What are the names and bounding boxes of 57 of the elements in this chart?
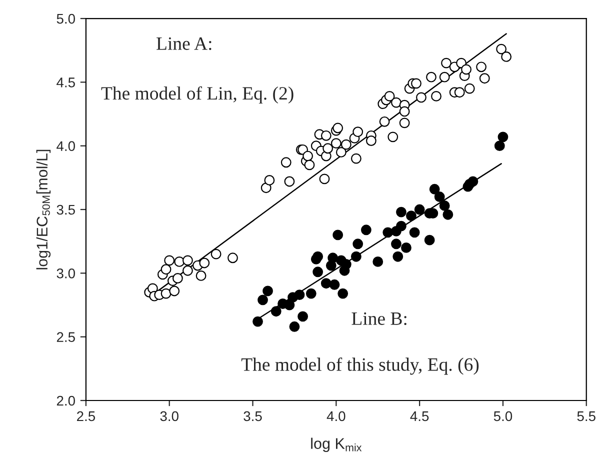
point xyxy=(332,230,344,240)
point xyxy=(306,288,316,299)
point xyxy=(312,266,324,278)
point xyxy=(289,321,300,332)
point xyxy=(424,234,435,246)
point xyxy=(401,242,412,253)
point xyxy=(392,251,404,262)
point xyxy=(498,132,508,142)
point xyxy=(391,238,402,250)
point xyxy=(294,290,305,300)
x-axis-title: log K$_{mix}$ xyxy=(311,438,362,452)
point xyxy=(352,238,364,250)
point xyxy=(360,224,372,236)
point xyxy=(468,176,478,187)
x-tick-label: 3.5 xyxy=(244,411,262,422)
point xyxy=(258,294,268,306)
point xyxy=(494,140,505,152)
point xyxy=(382,227,394,238)
y-tick-label: 4.0 xyxy=(56,141,75,152)
annotation: The model of Lin, Eq. (2) xyxy=(101,86,294,104)
point xyxy=(252,316,263,327)
point xyxy=(328,252,338,264)
point xyxy=(414,204,425,215)
point xyxy=(338,288,348,299)
point xyxy=(262,286,273,296)
point xyxy=(439,200,450,211)
y-tick-label: 2.0 xyxy=(56,396,75,406)
point xyxy=(442,209,454,220)
point xyxy=(298,311,308,322)
point xyxy=(270,306,282,317)
x-tick-label: 5.0 xyxy=(494,411,512,422)
point xyxy=(396,220,406,232)
point xyxy=(340,259,352,270)
point xyxy=(429,184,440,194)
x-tick-label: 2.5 xyxy=(77,411,96,422)
x-tick-label: 3.0 xyxy=(160,411,178,422)
point xyxy=(434,192,445,202)
point xyxy=(396,206,406,218)
point xyxy=(320,278,332,289)
point xyxy=(406,210,416,222)
y-axis-title: log1/EC$_{50M}$[mol/L] xyxy=(36,150,51,270)
y-tick-label: 5.0 xyxy=(56,14,75,24)
x-tick-label: 4.0 xyxy=(326,411,346,422)
annotation: Line A: xyxy=(156,37,212,50)
point xyxy=(372,256,384,267)
point xyxy=(409,227,420,238)
point xyxy=(329,279,340,290)
y-tick-label: 3.0 xyxy=(56,268,75,278)
y-tick-label: 4.5 xyxy=(56,78,75,88)
annotation: Line B: xyxy=(352,312,406,326)
x-tick-label: 5.5 xyxy=(577,411,596,422)
x-tick-label: 4.5 xyxy=(410,411,429,422)
y-tick-label: 3.5 xyxy=(56,204,75,215)
annotation: The model of this study, Eq. (6) xyxy=(241,357,479,375)
point xyxy=(350,251,362,262)
point xyxy=(312,251,324,262)
y-tick-label: 2.5 xyxy=(56,332,75,342)
